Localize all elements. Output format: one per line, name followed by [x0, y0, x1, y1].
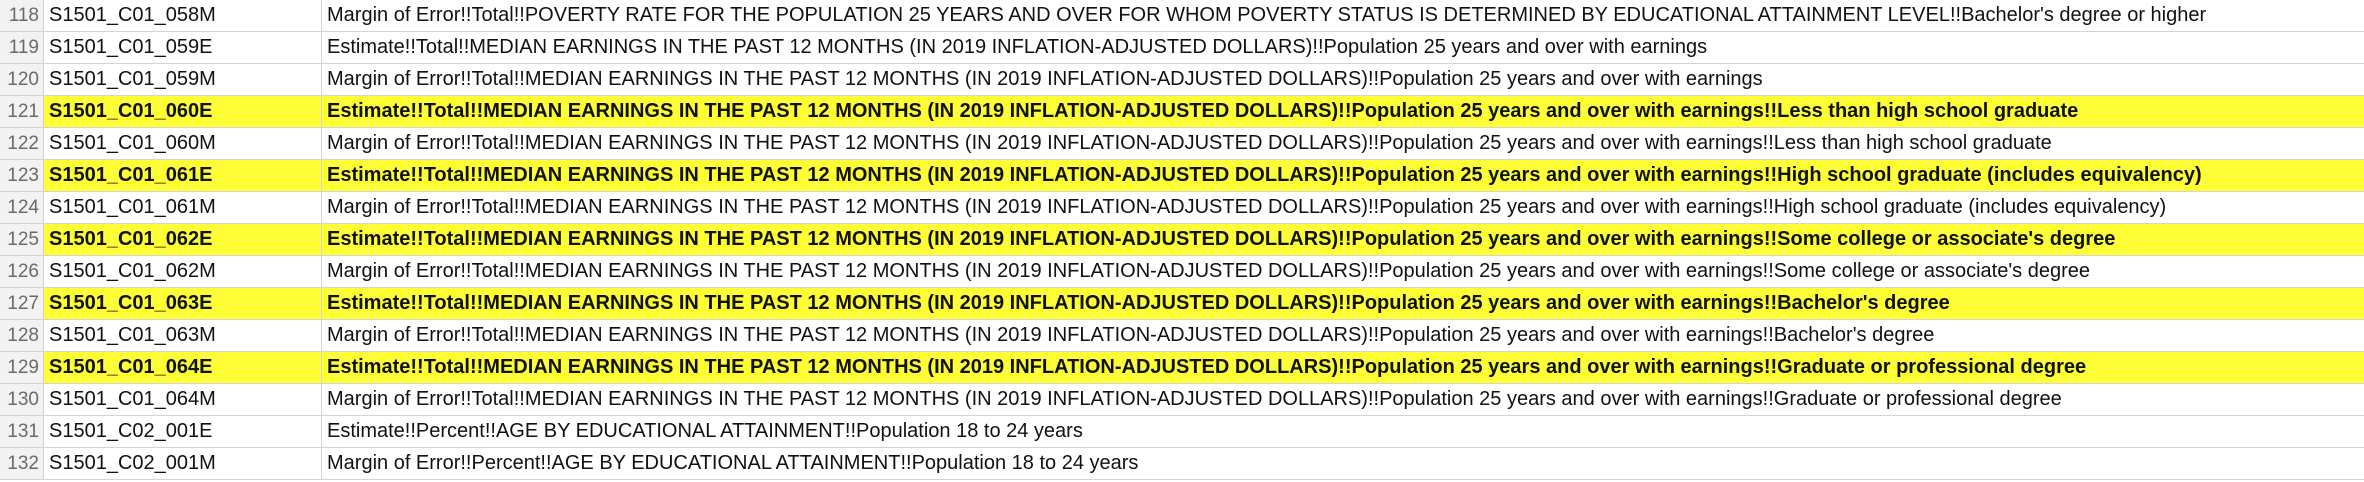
- variable-id-cell[interactable]: S1501_C01_059E: [44, 32, 322, 63]
- variable-id-cell[interactable]: S1501_C02_001E: [44, 416, 322, 447]
- variable-id-cell[interactable]: S1501_C02_001M: [44, 448, 322, 479]
- variable-label-cell[interactable]: Estimate!!Percent!!AGE BY EDUCATIONAL AT…: [327, 420, 1083, 442]
- row-header[interactable]: 132: [0, 448, 44, 479]
- variable-label-cell[interactable]: Estimate!!Total!!MEDIAN EARNINGS IN THE …: [322, 96, 2364, 127]
- table-row: 126 S1501_C01_062M Margin of Error!!Tota…: [0, 256, 2364, 288]
- table-row: 124 S1501_C01_061M Margin of Error!!Tota…: [0, 192, 2364, 224]
- variable-id-cell[interactable]: S1501_C01_064M: [44, 384, 322, 415]
- variable-id-cell[interactable]: S1501_C01_062M: [44, 256, 322, 287]
- row-header[interactable]: 126: [0, 256, 44, 287]
- table-row: 132 S1501_C02_001M Margin of Error!!Perc…: [0, 448, 2364, 480]
- table-row: 121 S1501_C01_060E Estimate!!Total!!MEDI…: [0, 96, 2364, 128]
- table-row: 131 S1501_C02_001E Estimate!!Percent!!AG…: [0, 416, 2364, 448]
- row-header[interactable]: 122: [0, 128, 44, 159]
- row-header[interactable]: 127: [0, 288, 44, 319]
- table-row: 128 S1501_C01_063M Margin of Error!!Tota…: [0, 320, 2364, 352]
- row-header[interactable]: 121: [0, 96, 44, 127]
- table-row: 129 S1501_C01_064E Estimate!!Total!!MEDI…: [0, 352, 2364, 384]
- variable-label-cell[interactable]: Estimate!!Total!!MEDIAN EARNINGS IN THE …: [322, 352, 2364, 383]
- table-row: 119 S1501_C01_059E Estimate!!Total!!MEDI…: [0, 32, 2364, 64]
- variable-label-cell[interactable]: Margin of Error!!Total!!MEDIAN EARNINGS …: [327, 388, 2062, 410]
- variable-id-cell[interactable]: S1501_C01_063M: [44, 320, 322, 351]
- variable-id-cell[interactable]: S1501_C01_062E: [44, 224, 322, 255]
- variable-label-cell[interactable]: Margin of Error!!Total!!MEDIAN EARNINGS …: [327, 132, 2052, 154]
- variable-label-cell[interactable]: Margin of Error!!Total!!MEDIAN EARNINGS …: [327, 324, 1935, 346]
- variable-id-cell[interactable]: S1501_C01_059M: [44, 64, 322, 95]
- table-row: 118 S1501_C01_058M Margin of Error!!Tota…: [0, 0, 2364, 32]
- variable-label-cell[interactable]: Estimate!!Total!!MEDIAN EARNINGS IN THE …: [322, 160, 2364, 191]
- row-header[interactable]: 120: [0, 64, 44, 95]
- row-header[interactable]: 118: [0, 0, 44, 31]
- table-row: 130 S1501_C01_064M Margin of Error!!Tota…: [0, 384, 2364, 416]
- row-header[interactable]: 124: [0, 192, 44, 223]
- variable-id-cell[interactable]: S1501_C01_063E: [44, 288, 322, 319]
- variable-label-cell[interactable]: Estimate!!Total!!MEDIAN EARNINGS IN THE …: [322, 288, 2364, 319]
- table-row: 120 S1501_C01_059M Margin of Error!!Tota…: [0, 64, 2364, 96]
- variable-label-cell[interactable]: Margin of Error!!Total!!MEDIAN EARNINGS …: [327, 260, 2090, 282]
- table-row: 125 S1501_C01_062E Estimate!!Total!!MEDI…: [0, 224, 2364, 256]
- variable-id-cell[interactable]: S1501_C01_060M: [44, 128, 322, 159]
- row-header[interactable]: 128: [0, 320, 44, 351]
- variable-id-cell[interactable]: S1501_C01_060E: [44, 96, 322, 127]
- variable-label-cell[interactable]: Estimate!!Total!!MEDIAN EARNINGS IN THE …: [322, 224, 2364, 255]
- variable-id-cell[interactable]: S1501_C01_061M: [44, 192, 322, 223]
- variable-label-cell[interactable]: Estimate!!Total!!MEDIAN EARNINGS IN THE …: [327, 36, 1708, 58]
- variable-label-cell[interactable]: Margin of Error!!Percent!!AGE BY EDUCATI…: [327, 452, 1139, 474]
- row-header[interactable]: 130: [0, 384, 44, 415]
- variable-id-cell[interactable]: S1501_C01_064E: [44, 352, 322, 383]
- row-header[interactable]: 129: [0, 352, 44, 383]
- variable-id-cell[interactable]: S1501_C01_058M: [44, 0, 322, 31]
- row-header[interactable]: 125: [0, 224, 44, 255]
- variable-label-cell[interactable]: Margin of Error!!Total!!POVERTY RATE FOR…: [327, 4, 2207, 26]
- variable-label-cell[interactable]: Margin of Error!!Total!!MEDIAN EARNINGS …: [327, 68, 1763, 90]
- variable-id-cell[interactable]: S1501_C01_061E: [44, 160, 322, 191]
- row-header[interactable]: 119: [0, 32, 44, 63]
- table-row: 123 S1501_C01_061E Estimate!!Total!!MEDI…: [0, 160, 2364, 192]
- row-header[interactable]: 123: [0, 160, 44, 191]
- table-row: 127 S1501_C01_063E Estimate!!Total!!MEDI…: [0, 288, 2364, 320]
- variable-label-cell[interactable]: Margin of Error!!Total!!MEDIAN EARNINGS …: [327, 196, 2167, 218]
- table-row: 122 S1501_C01_060M Margin of Error!!Tota…: [0, 128, 2364, 160]
- row-header[interactable]: 131: [0, 416, 44, 447]
